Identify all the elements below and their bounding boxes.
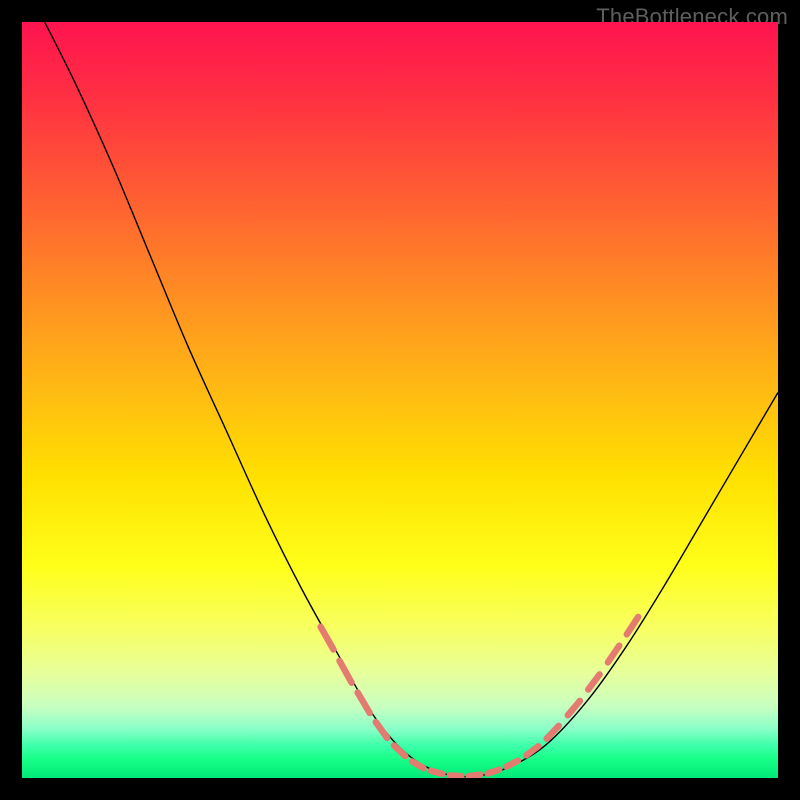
plot-area <box>22 22 778 778</box>
gradient-background <box>22 22 778 778</box>
chart-frame: TheBottleneck.com <box>0 0 800 800</box>
bottleneck-chart-svg <box>22 22 778 778</box>
marker-dash <box>488 770 499 774</box>
marker-dash <box>450 775 461 776</box>
marker-dash <box>431 771 442 774</box>
marker-dash <box>469 775 480 777</box>
